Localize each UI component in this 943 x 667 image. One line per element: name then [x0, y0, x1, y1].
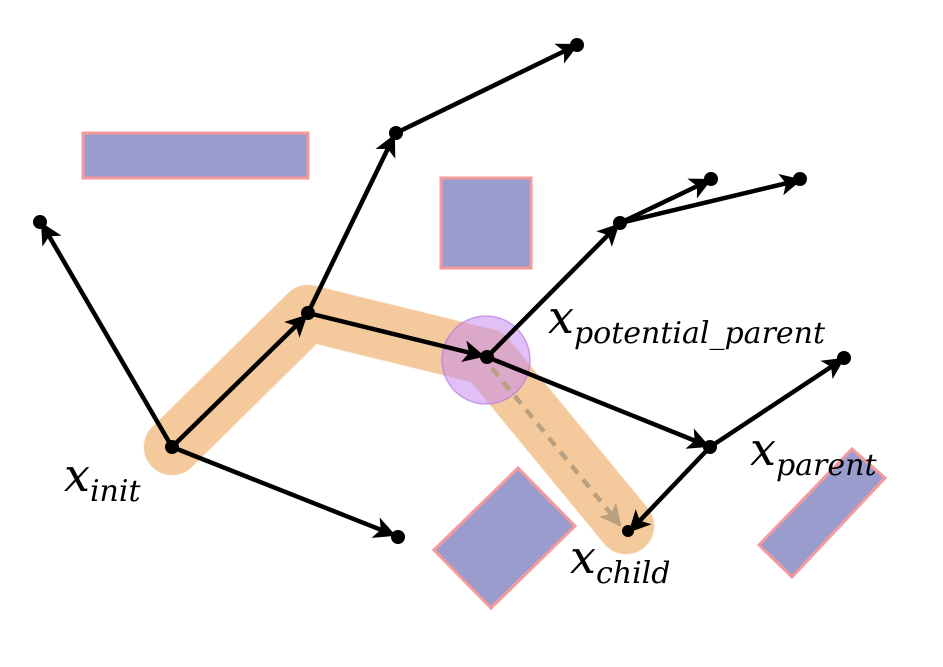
node-right	[837, 351, 851, 365]
edge-n1-to-potential-parent	[307, 310, 486, 362]
node-parent	[703, 440, 717, 454]
edge-n3-to-a	[619, 177, 712, 226]
highlighted-path-outline	[143, 284, 655, 555]
obstacles	[81, 131, 888, 611]
node-b	[793, 172, 807, 186]
edge-pp-to-n3	[485, 223, 620, 359]
edge-parent-to-right	[708, 357, 845, 449]
label-x-child: xchild	[570, 530, 670, 591]
node-n3	[613, 216, 627, 230]
label-x-potential-parent: xpotential_parent	[548, 290, 826, 351]
obstacle-bottom-middle	[431, 465, 578, 611]
tree-edges	[40, 42, 845, 538]
node-bottom	[391, 530, 405, 544]
node-init	[165, 440, 179, 454]
edge-init-to-n1	[170, 314, 308, 449]
node-n1	[301, 306, 315, 320]
node-child	[622, 525, 634, 537]
label-x-parent: xparent	[750, 422, 877, 483]
node-potential-parent	[480, 350, 494, 364]
obstacle-bottom-right	[756, 446, 888, 580]
edge-parent-to-child	[628, 445, 712, 533]
node-top	[570, 38, 584, 52]
edge-init-to-bottom	[171, 444, 397, 538]
obstacle-top-left	[81, 131, 310, 180]
edge-init-to-topleft	[40, 222, 174, 449]
edge-n2-to-top	[395, 42, 579, 136]
edge-n1-to-n2	[305, 134, 397, 314]
edge-rewire-dashed	[490, 366, 622, 527]
label-x-init: xinit	[64, 448, 141, 509]
node-n2	[389, 126, 403, 140]
node-a	[704, 172, 718, 186]
tree-nodes	[33, 38, 851, 544]
edge-pp-to-parent	[486, 354, 711, 449]
edge-n3-to-b	[619, 173, 803, 226]
node-topleft	[33, 215, 47, 229]
obstacle-square	[439, 176, 533, 270]
